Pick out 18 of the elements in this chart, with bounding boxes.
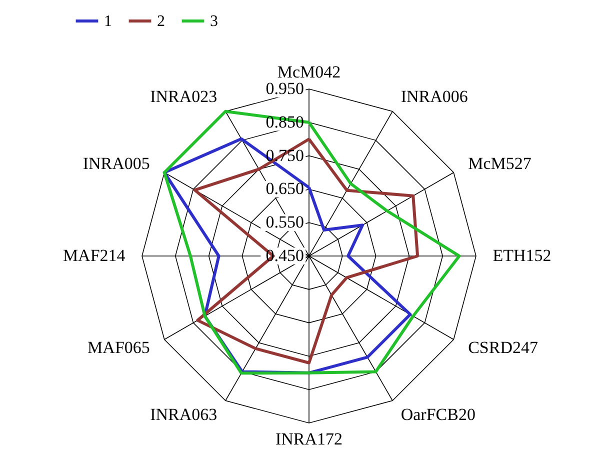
spoke-label: MAF065 xyxy=(88,338,150,357)
spoke-label: INRA172 xyxy=(275,430,343,449)
spoke-label: McM527 xyxy=(468,154,532,174)
spoke-label: McM042 xyxy=(277,62,341,82)
spoke-label: MAF214 xyxy=(62,246,126,265)
y-tick-label: 0.550 xyxy=(266,212,304,232)
spoke-label: ETH152 xyxy=(492,246,552,265)
spoke-label: INRA006 xyxy=(400,86,468,106)
spoke-label: OarFCB20 xyxy=(400,405,476,424)
spoke-label: INRA063 xyxy=(150,405,218,424)
spoke-label: CSRD247 xyxy=(468,338,538,357)
legend-label: 3 xyxy=(210,13,218,30)
y-tick-label: 0.650 xyxy=(266,179,304,198)
legend-label: 1 xyxy=(104,13,112,30)
spoke-label: INRA023 xyxy=(150,86,218,106)
y-tick-label: 0.950 xyxy=(266,79,304,98)
spoke-label: INRA005 xyxy=(82,154,150,174)
legend-label: 2 xyxy=(157,13,165,30)
